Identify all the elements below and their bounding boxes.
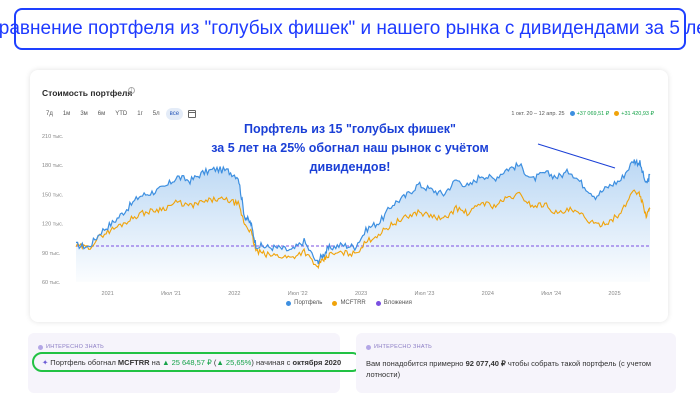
x-tick-label: 2022 [228,291,240,297]
x-tick-label: 2021 [102,291,114,297]
period-1m[interactable]: 1м [62,111,71,117]
rocket-icon: ✦ [42,358,49,367]
period-1y[interactable]: 1г [137,111,143,117]
series-line-portfolio [76,158,651,265]
y-tick-label: 120 тыс. [42,222,64,228]
y-tick-label: 60 тыс. [42,280,61,286]
period-ytd[interactable]: YTD [115,111,128,117]
market-dot-icon [332,300,338,306]
period-7d[interactable]: 7д [46,111,53,117]
portfolio-chart: 210 тыс. 180 тыс. 150 тыс. 120 тыс. 90 тыс. 6… [42,134,651,297]
y-tick-label: 150 тыс. [42,192,64,198]
legend-item-mcftrr[interactable]: MCFTRR [332,300,366,306]
period-summary: 1 окт. 20 – 12 апр. 25 +37 069,51 ₽ +31 … [511,111,654,117]
period-5y[interactable]: 5л [152,111,160,117]
portfolio-dot-icon [569,111,575,117]
panel-label: ИНТЕРЕСНО ЗНАТЬ [366,344,432,350]
annotation-line-1: Порфтель из 15 "голубых фишек" [244,122,456,136]
x-tick-label: 2024 [482,291,494,297]
fact-panel-outperformance: ИНТЕРЕСНО ЗНАТЬ ✦ Портфель обогнал MCFTRR… [28,333,362,393]
chart-legend: Портфель MCFTRR Вложения [30,300,668,306]
period-6m[interactable]: 6м [97,111,106,117]
card-title: Стоимость портфеля [42,88,133,98]
x-tick-label: Июл '23 [415,291,435,297]
summary-range: 1 окт. 20 – 12 апр. 25 [511,111,565,117]
period-all[interactable]: все [165,108,184,120]
portfolio-value-card: Стоимость портфеля i 7д 1м 3м 6м YTD 1г … [30,70,668,322]
summary-market: +31 420,93 ₽ [614,111,654,117]
cost-text: Вам понадобится примерно 92 077,40 ₽ что… [366,359,652,379]
chart-annotation: Порфтель из 15 "голубых фишек" за 5 лет … [170,120,530,177]
x-tick-label: Июл '24 [541,291,561,297]
panel-label: ИНТЕРЕСНО ЗНАТЬ [38,344,104,350]
info-icon[interactable]: i [128,87,135,94]
x-tick-label: Июл '21 [161,291,181,297]
info-dot-icon [366,344,371,350]
market-dot-icon [614,111,620,117]
y-tick-label: 180 тыс. [42,163,64,169]
legend-item-portfolio[interactable]: Портфель [286,300,322,306]
y-tick-label: 90 тыс. [42,251,61,257]
x-tick-label: Июл '22 [288,291,308,297]
portfolio-area [76,159,650,282]
period-3m[interactable]: 3м [80,111,88,117]
info-dot-icon [38,344,43,350]
annotation-arrow [537,143,616,169]
annotation-line-2: за 5 лет на 25% обогнал наш рынок с учёт… [211,141,489,174]
portfolio-dot-icon [286,300,292,306]
fact-panel-cost: ИНТЕРЕСНО ЗНАТЬ Вам понадобится примерно… [356,333,676,393]
series-line-mcftrr [75,189,651,270]
outperformance-text: ✦ Портфель обогнал MCFTRR на ▲ 25 648,57 … [42,358,342,367]
page-banner: Сравнение портфеля из "голубых фишек" и … [0,8,700,50]
x-tick-label: 2023 [355,291,367,297]
x-tick-label: 2025 [608,291,620,297]
y-tick-label: 210 тыс. [42,134,64,140]
invested-dot-icon [375,300,381,306]
period-selector: 7д 1м 3м 6м YTD 1г 5л все [42,108,197,120]
highlight-box: ✦ Портфель обогнал MCFTRR на ▲ 25 648,57 … [32,352,362,372]
legend-item-invested[interactable]: Вложения [375,300,412,306]
summary-portfolio: +37 069,51 ₽ [569,111,609,117]
banner-title: Сравнение портфеля из "голубых фишек" и … [0,18,700,39]
calendar-icon[interactable] [188,110,197,118]
